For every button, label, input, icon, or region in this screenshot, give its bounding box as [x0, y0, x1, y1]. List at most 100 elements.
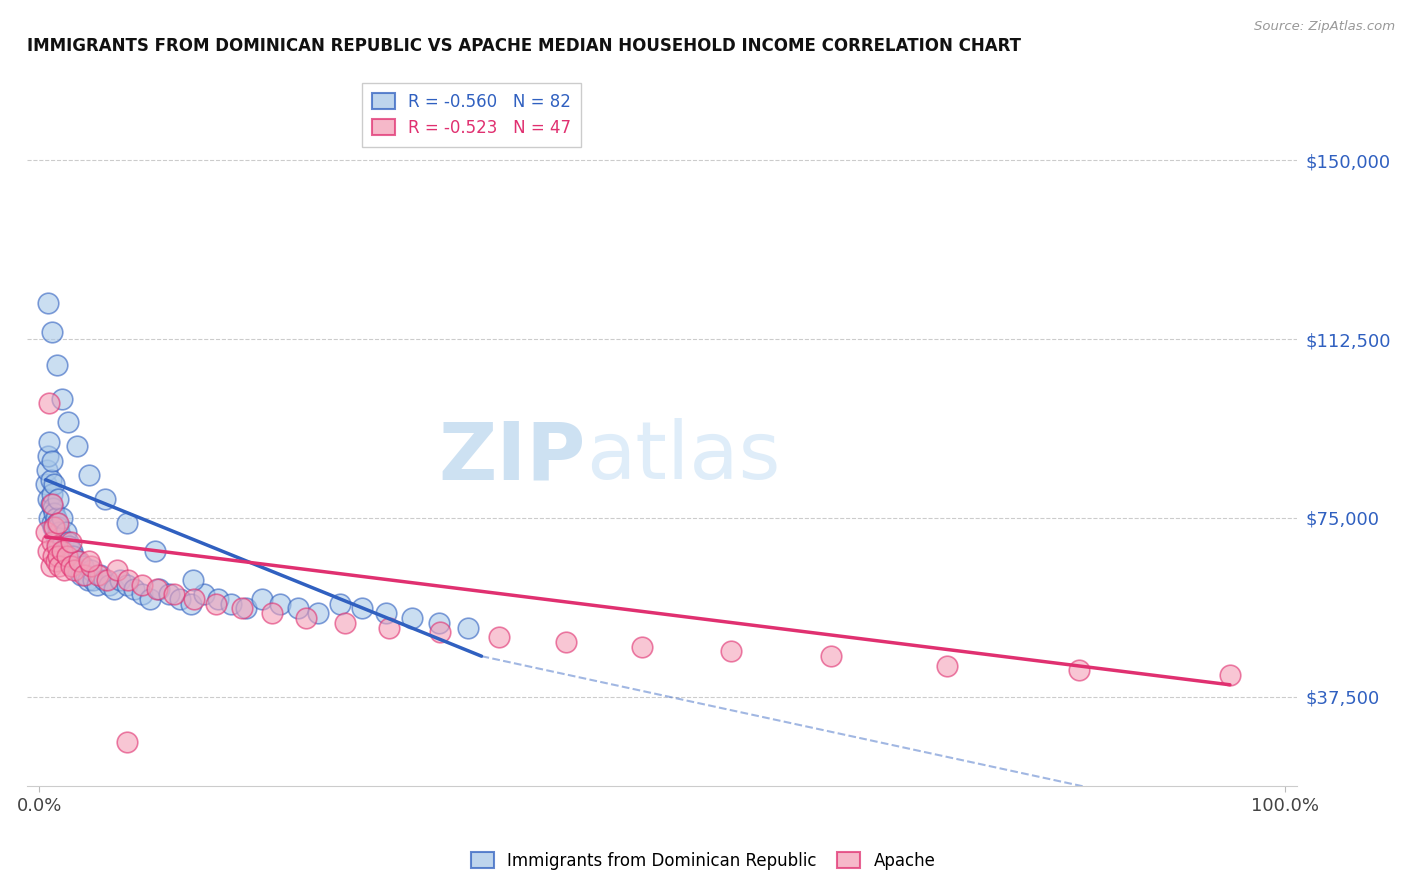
Point — [457, 621, 479, 635]
Point — [96, 573, 118, 587]
Point — [157, 587, 180, 601]
Point — [56, 416, 79, 430]
Point — [38, 434, 60, 449]
Point — [183, 591, 205, 606]
Point — [53, 544, 76, 558]
Point — [1219, 668, 1241, 682]
Point — [145, 582, 167, 597]
Legend: R = -0.560   N = 82, R = -0.523   N = 47: R = -0.560 N = 82, R = -0.523 N = 47 — [361, 83, 582, 147]
Point — [89, 568, 111, 582]
Point — [69, 568, 91, 582]
Point — [181, 573, 204, 587]
Point — [207, 591, 229, 606]
Point — [44, 520, 66, 534]
Text: ZIP: ZIP — [439, 418, 586, 496]
Point — [143, 544, 166, 558]
Point — [105, 563, 128, 577]
Point — [110, 573, 132, 587]
Point — [820, 649, 842, 664]
Point — [72, 558, 94, 573]
Point — [231, 601, 253, 615]
Point — [45, 516, 67, 530]
Point — [94, 491, 117, 506]
Point — [45, 554, 67, 568]
Point — [122, 582, 145, 597]
Point — [67, 563, 90, 577]
Point — [163, 587, 186, 601]
Point — [56, 549, 79, 563]
Point — [67, 554, 90, 568]
Legend: Immigrants from Dominican Republic, Apache: Immigrants from Dominican Republic, Apac… — [464, 846, 942, 877]
Point — [41, 325, 63, 339]
Point — [58, 540, 80, 554]
Point — [46, 520, 69, 534]
Point — [262, 607, 284, 621]
Point — [79, 563, 101, 577]
Point — [329, 597, 352, 611]
Point — [1069, 664, 1091, 678]
Text: IMMIGRANTS FROM DOMINICAN REPUBLIC VS APACHE MEDIAN HOUSEHOLD INCOME CORRELATION: IMMIGRANTS FROM DOMINICAN REPUBLIC VS AP… — [27, 37, 1021, 55]
Point — [333, 615, 356, 630]
Point — [115, 516, 138, 530]
Point — [56, 534, 79, 549]
Point — [42, 501, 65, 516]
Point — [51, 511, 73, 525]
Point — [936, 658, 959, 673]
Point — [66, 554, 89, 568]
Point — [41, 453, 63, 467]
Point — [169, 591, 191, 606]
Point — [39, 558, 62, 573]
Point — [235, 601, 257, 615]
Text: Source: ZipAtlas.com: Source: ZipAtlas.com — [1254, 20, 1395, 33]
Point — [34, 525, 56, 540]
Point — [60, 544, 83, 558]
Point — [66, 439, 89, 453]
Point — [37, 544, 59, 558]
Point — [51, 544, 73, 558]
Point — [44, 506, 66, 520]
Point — [39, 497, 62, 511]
Point — [86, 577, 108, 591]
Point — [93, 573, 115, 587]
Point — [41, 497, 63, 511]
Point — [37, 449, 59, 463]
Point — [378, 621, 401, 635]
Point — [252, 591, 274, 606]
Point — [55, 525, 77, 540]
Point — [37, 491, 59, 506]
Point — [38, 511, 60, 525]
Point — [720, 644, 742, 658]
Point — [42, 549, 65, 563]
Point — [34, 477, 56, 491]
Point — [46, 491, 69, 506]
Point — [131, 587, 153, 601]
Point — [87, 568, 110, 582]
Point — [53, 563, 76, 577]
Point — [56, 549, 79, 563]
Point — [48, 540, 70, 554]
Point — [193, 587, 215, 601]
Point — [219, 597, 242, 611]
Point — [115, 735, 138, 749]
Point — [374, 607, 396, 621]
Point — [77, 467, 100, 482]
Point — [148, 582, 170, 597]
Text: atlas: atlas — [586, 418, 780, 496]
Point — [45, 540, 67, 554]
Point — [103, 582, 125, 597]
Point — [59, 534, 82, 549]
Point — [41, 534, 63, 549]
Point — [46, 516, 69, 530]
Point — [75, 568, 97, 582]
Point — [45, 358, 67, 372]
Point — [52, 534, 75, 549]
Point — [45, 511, 67, 525]
Point — [295, 611, 318, 625]
Point — [98, 577, 121, 591]
Point — [115, 577, 138, 591]
Point — [48, 558, 70, 573]
Point — [62, 549, 84, 563]
Point — [307, 607, 329, 621]
Point — [63, 563, 86, 577]
Point — [63, 558, 86, 573]
